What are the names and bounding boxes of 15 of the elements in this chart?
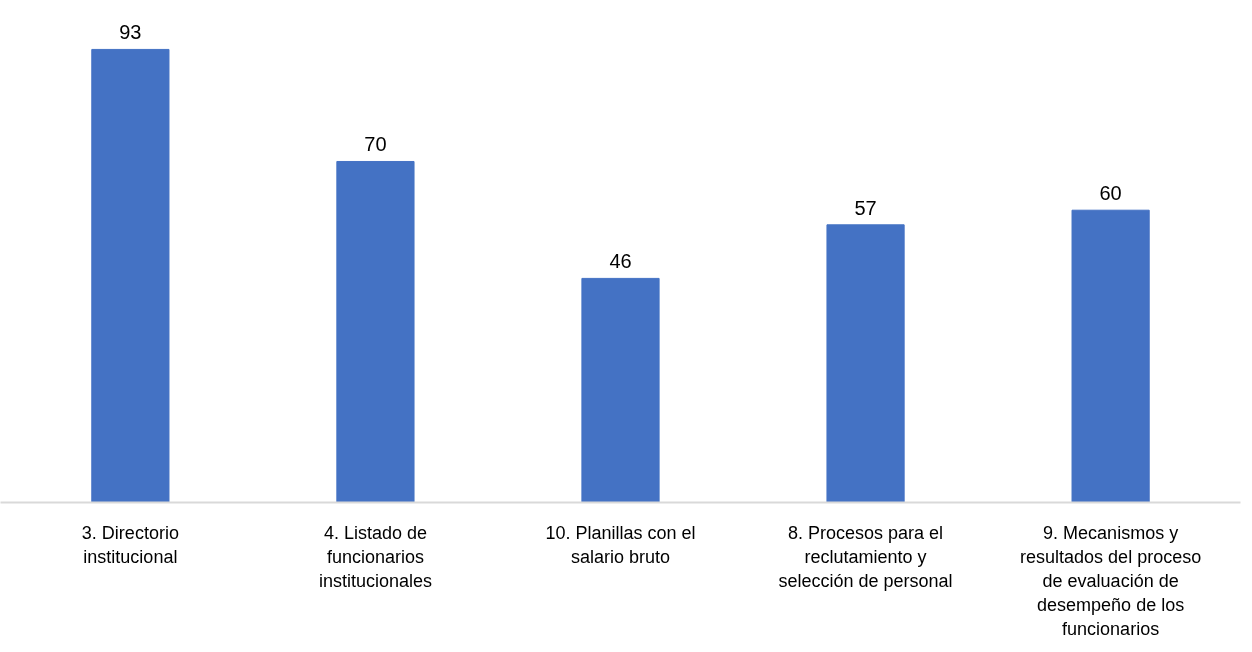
data-label: 93 [119, 21, 142, 44]
bar [826, 224, 905, 503]
data-label: 70 [364, 133, 387, 156]
bar [581, 277, 660, 503]
data-label: 57 [854, 196, 877, 219]
data-label: 60 [1099, 182, 1122, 205]
bar [336, 160, 415, 503]
bar [91, 48, 170, 503]
x-tick-label: 8. Procesos para el reclutamiento y selección de personal [778, 522, 953, 591]
x-tick-label: 9. Mecanismos y resultados del proceso de evaluación de desempeño de los funcionarios [1020, 522, 1202, 639]
x-tick-label: 4. Listado de funcionarios institucionales [318, 522, 432, 591]
data-label: 46 [609, 250, 632, 273]
x-tick-label: 10. Planillas con el salario bruto [545, 522, 696, 567]
bar [1071, 209, 1150, 503]
x-tick-label: 3. Directorio institucional [81, 522, 179, 567]
